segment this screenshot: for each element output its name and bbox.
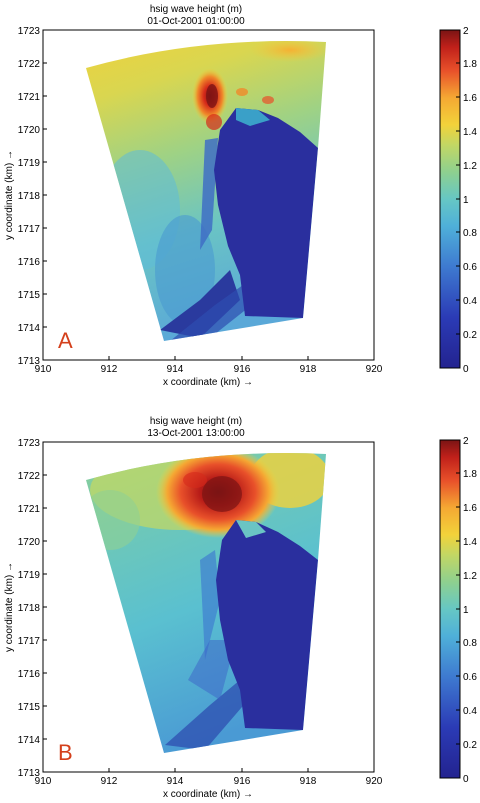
y-tick-label: 1718	[18, 191, 41, 202]
y-tick-label: 1717	[18, 224, 41, 235]
y-tick-label: 1722	[18, 471, 41, 482]
y-tick-label: 1713	[18, 768, 41, 779]
x-tick-label: 912	[101, 776, 118, 787]
y-tick-label: 1719	[18, 570, 41, 581]
colorbar-tick-label: 1.6	[463, 503, 477, 514]
colorbar-tick-label: 0	[463, 774, 469, 785]
x-tick-label: 918	[300, 776, 317, 787]
y-tick-label: 1714	[18, 735, 41, 746]
colorbar-tick-label: 1.8	[463, 469, 477, 480]
panel-a-letter: A	[58, 328, 73, 353]
x-tick-label: 920	[366, 776, 383, 787]
x-tick-label: 910	[35, 776, 52, 787]
panel-a: hsig wave height (m) 01-Oct-2001 01:00:0…	[4, 4, 477, 388]
colorbar-tick-label: 0.6	[463, 262, 477, 273]
panel-b-letter: B	[58, 740, 73, 765]
panel-b-x-axis-label: x coordinate (km) →	[163, 789, 253, 800]
y-tick-label: 1715	[18, 290, 41, 301]
y-tick-label: 1715	[18, 702, 41, 713]
x-tick-label: 914	[167, 364, 184, 375]
x-tick-label: 912	[101, 364, 118, 375]
y-tick-label: 1720	[18, 537, 41, 548]
colorbar-tick-label: 1.8	[463, 59, 477, 70]
y-tick-label: 1714	[18, 323, 41, 334]
y-tick-label: 1720	[18, 125, 41, 136]
x-tick-label: 910	[35, 364, 52, 375]
y-tick-label: 1718	[18, 603, 41, 614]
panel-b-colorbar-ticks: 0 0.2 0.4 0.6 0.8 1 1.2 1.4 1.6 1.8 2	[456, 436, 477, 785]
colorbar-tick-label: 0.8	[463, 228, 477, 239]
colorbar-tick-label: 1.2	[463, 571, 477, 582]
colorbar-tick-label: 0.4	[463, 296, 477, 307]
colorbar-tick-label: 1	[463, 605, 469, 616]
x-tick-label: 920	[366, 364, 383, 375]
panel-b-subtitle: 13-Oct-2001 13:00:00	[147, 428, 245, 439]
y-tick-label: 1723	[18, 26, 41, 37]
panel-b-wave-field	[86, 453, 326, 753]
colorbar-tick-label: 0.6	[463, 672, 477, 683]
y-tick-label: 1716	[18, 257, 41, 268]
colorbar-tick-label: 1.2	[463, 161, 477, 172]
colorbar-tick-label: 1.4	[463, 537, 477, 548]
panel-b: hsig wave height (m) 13-Oct-2001 13:00:0…	[4, 416, 477, 800]
y-tick-label: 1716	[18, 669, 41, 680]
y-tick-label: 1713	[18, 356, 41, 367]
colorbar-tick-label: 2	[463, 436, 469, 447]
y-tick-label: 1721	[18, 504, 41, 515]
panel-b-y-axis-label: y coordinate (km) →	[4, 562, 15, 652]
y-tick-label: 1723	[18, 438, 41, 449]
colorbar-tick-label: 2	[463, 26, 469, 37]
panel-a-title: hsig wave height (m)	[150, 4, 242, 15]
panel-a-colorbar-ticks: 0 0.2 0.4 0.6 0.8 1 1.2 1.4 1.6 1.8 2	[456, 26, 477, 375]
colorbar-tick-label: 1.4	[463, 127, 477, 138]
colorbar-tick-label: 1	[463, 195, 469, 206]
panel-a-wave-field	[86, 41, 326, 341]
panel-a-y-axis-label: y coordinate (km) →	[4, 150, 15, 240]
colorbar-tick-label: 1.6	[463, 93, 477, 104]
y-tick-label: 1717	[18, 636, 41, 647]
y-tick-label: 1719	[18, 158, 41, 169]
x-tick-label: 918	[300, 364, 317, 375]
panel-b-title: hsig wave height (m)	[150, 416, 242, 427]
panel-b-y-ticks: 1713 1714 1715 1716 1717 1718 1719 1720 …	[18, 438, 47, 779]
panel-a-x-ticks: 910 912 914 916 918 920	[35, 356, 383, 375]
colorbar-tick-label: 0	[463, 364, 469, 375]
colorbar-tick-label: 0.2	[463, 740, 477, 751]
panel-a-x-axis-label: x coordinate (km) →	[163, 377, 253, 388]
panel-a-subtitle: 01-Oct-2001 01:00:00	[147, 16, 245, 27]
panel-b-x-ticks: 910 912 914 916 918 920	[35, 768, 383, 787]
colorbar-tick-label: 0.4	[463, 706, 477, 717]
y-tick-label: 1721	[18, 92, 41, 103]
x-tick-label: 916	[234, 776, 251, 787]
y-tick-label: 1722	[18, 59, 41, 70]
panel-a-y-ticks: 1713 1714 1715 1716 1717 1718 1719 1720 …	[18, 26, 47, 367]
colorbar-tick-label: 0.2	[463, 330, 477, 341]
colorbar-tick-label: 0.8	[463, 638, 477, 649]
x-tick-label: 916	[234, 364, 251, 375]
x-tick-label: 914	[167, 776, 184, 787]
